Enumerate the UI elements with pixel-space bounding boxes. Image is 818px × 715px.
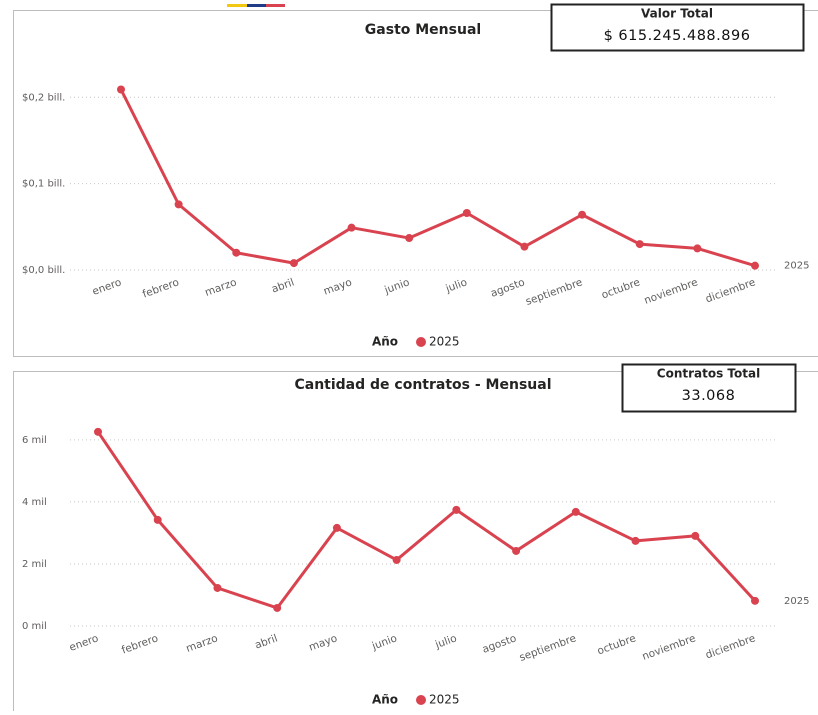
series-line xyxy=(98,432,755,608)
flag-red xyxy=(266,4,285,7)
x-tick-label: mayo xyxy=(322,276,354,297)
x-tick-label: septiembre xyxy=(518,632,578,664)
kpi-label: Contratos Total xyxy=(657,367,760,381)
x-tick-label: julio xyxy=(443,276,469,295)
x-tick-label: diciembre xyxy=(704,276,757,305)
data-point xyxy=(751,597,759,605)
data-point xyxy=(512,547,520,555)
data-point xyxy=(154,516,162,524)
x-tick-label: noviembre xyxy=(643,276,700,306)
x-tick-label: febrero xyxy=(120,632,160,656)
data-point xyxy=(636,240,644,248)
y-tick-label: 6 mil xyxy=(22,435,47,446)
legend-title: Año xyxy=(372,335,398,349)
y-tick-label: 4 mil xyxy=(22,497,47,508)
data-point xyxy=(213,584,221,592)
data-point xyxy=(691,532,699,540)
data-point xyxy=(632,537,640,545)
data-point xyxy=(393,556,401,564)
data-point xyxy=(405,234,413,242)
kpi-value: 33.068 xyxy=(682,388,736,404)
legend-label: 2025 xyxy=(429,335,460,349)
x-tick-label: marzo xyxy=(184,632,219,655)
x-tick-label: junio xyxy=(382,276,411,296)
data-point xyxy=(232,249,240,257)
data-point xyxy=(751,262,759,270)
data-point xyxy=(94,428,102,436)
x-tick-label: junio xyxy=(370,632,399,652)
x-tick-label: agosto xyxy=(481,632,519,655)
series-end-label: 2025 xyxy=(784,596,809,607)
panel xyxy=(14,372,818,712)
data-point xyxy=(290,259,298,267)
y-tick-label: 0 mil xyxy=(22,621,47,632)
x-tick-label: enero xyxy=(91,276,123,298)
x-tick-label: abril xyxy=(253,632,279,651)
legend-marker xyxy=(416,695,426,705)
data-point xyxy=(520,243,528,251)
data-point xyxy=(273,604,281,612)
x-tick-label: enero xyxy=(68,632,100,654)
y-tick-label: $0,1 bill. xyxy=(22,179,65,190)
kpi-label: Valor Total xyxy=(641,7,713,21)
data-point xyxy=(175,200,183,208)
y-tick-label: 2 mil xyxy=(22,559,47,570)
data-point xyxy=(693,244,701,252)
data-point xyxy=(578,211,586,219)
data-point xyxy=(463,209,471,217)
x-tick-label: febrero xyxy=(141,276,181,300)
x-tick-label: marzo xyxy=(203,276,238,299)
chart-title: Gasto Mensual xyxy=(365,22,481,38)
y-tick-label: $0,0 bill. xyxy=(22,265,65,276)
x-tick-label: noviembre xyxy=(640,632,697,662)
data-point xyxy=(348,224,356,232)
series-end-label: 2025 xyxy=(784,261,809,272)
x-tick-label: septiembre xyxy=(524,276,584,308)
x-tick-label: diciembre xyxy=(704,632,757,661)
flag-yellow xyxy=(227,4,247,7)
y-tick-label: $0,2 bill. xyxy=(22,92,65,103)
data-point xyxy=(117,86,125,94)
series-line xyxy=(121,90,755,266)
x-tick-label: agosto xyxy=(489,276,527,299)
legend-marker xyxy=(416,337,426,347)
kpi-value: $ 615.245.488.896 xyxy=(604,28,751,44)
x-tick-label: mayo xyxy=(307,632,339,653)
data-point xyxy=(333,524,341,532)
chart-title: Cantidad de contratos - Mensual xyxy=(294,377,551,393)
x-tick-label: julio xyxy=(433,632,459,651)
data-point xyxy=(452,506,460,514)
legend-title: Año xyxy=(372,693,398,707)
data-point xyxy=(572,508,580,516)
x-tick-label: octubre xyxy=(596,632,638,657)
legend-label: 2025 xyxy=(429,693,460,707)
x-tick-label: octubre xyxy=(600,276,642,301)
x-tick-label: abril xyxy=(270,276,296,295)
flag-blue xyxy=(247,4,266,7)
